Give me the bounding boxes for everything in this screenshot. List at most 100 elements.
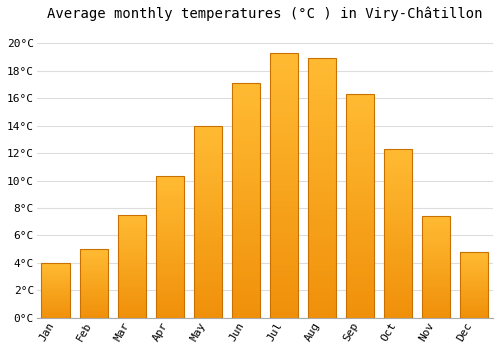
Bar	[308, 173, 336, 178]
Bar	[346, 117, 374, 121]
Bar	[118, 293, 146, 295]
Bar	[460, 282, 488, 284]
Bar	[460, 262, 488, 264]
Bar	[80, 311, 108, 312]
Bar	[232, 116, 260, 121]
Bar	[270, 106, 298, 111]
Bar	[156, 208, 184, 210]
Bar	[270, 175, 298, 180]
Bar	[42, 316, 70, 317]
Bar	[270, 281, 298, 286]
Bar	[384, 254, 412, 257]
Bar	[194, 210, 222, 214]
Bar	[384, 240, 412, 244]
Bar	[270, 270, 298, 275]
Bar	[346, 206, 374, 210]
Bar	[422, 291, 450, 293]
Bar	[42, 304, 70, 306]
Bar	[460, 284, 488, 285]
Bar	[308, 167, 336, 173]
Bar	[422, 234, 450, 237]
Bar	[460, 253, 488, 254]
Bar	[80, 259, 108, 260]
Bar	[384, 257, 412, 260]
Bar	[460, 287, 488, 289]
Bar	[232, 266, 260, 271]
Bar	[156, 275, 184, 278]
Bar	[42, 309, 70, 310]
Bar	[422, 239, 450, 240]
Bar	[270, 286, 298, 291]
Bar	[460, 272, 488, 273]
Bar	[80, 270, 108, 271]
Bar	[156, 210, 184, 213]
Bar	[42, 268, 70, 270]
Bar	[422, 224, 450, 226]
Bar	[42, 303, 70, 304]
Bar	[232, 125, 260, 130]
Bar	[232, 233, 260, 238]
Bar	[460, 281, 488, 282]
Bar	[232, 238, 260, 243]
Bar	[118, 236, 146, 237]
Bar	[384, 284, 412, 287]
Bar	[308, 230, 336, 235]
Bar	[194, 218, 222, 222]
Bar	[156, 256, 184, 258]
Bar	[270, 206, 298, 212]
Bar	[422, 265, 450, 267]
Bar	[308, 297, 336, 302]
Bar	[42, 277, 70, 278]
Bar	[346, 246, 374, 251]
Bar	[156, 224, 184, 227]
Bar	[42, 275, 70, 276]
Bar	[270, 164, 298, 169]
Bar	[384, 159, 412, 162]
Bar	[346, 210, 374, 215]
Bar	[42, 314, 70, 316]
Bar	[80, 284, 108, 285]
Bar	[308, 266, 336, 271]
Bar	[80, 253, 108, 254]
Bar	[270, 233, 298, 238]
Bar	[422, 275, 450, 277]
Bar	[460, 304, 488, 306]
Bar	[460, 252, 488, 253]
Bar	[308, 136, 336, 141]
Bar	[194, 133, 222, 137]
Bar	[194, 248, 222, 252]
Bar	[460, 299, 488, 301]
Bar	[346, 242, 374, 246]
Bar	[460, 280, 488, 281]
Bar	[270, 69, 298, 74]
Bar	[460, 308, 488, 310]
Bar	[422, 226, 450, 229]
Bar	[232, 121, 260, 125]
Bar	[422, 216, 450, 318]
Bar	[118, 221, 146, 223]
Bar	[118, 225, 146, 227]
Bar	[80, 249, 108, 251]
Bar	[460, 269, 488, 270]
Bar	[80, 307, 108, 308]
Bar	[384, 196, 412, 200]
Bar	[460, 256, 488, 257]
Bar	[346, 286, 374, 291]
Bar	[232, 191, 260, 196]
Bar	[346, 201, 374, 206]
Bar	[118, 289, 146, 291]
Bar	[118, 299, 146, 301]
Bar	[270, 291, 298, 296]
Bar	[232, 243, 260, 247]
Bar	[346, 152, 374, 157]
Bar	[346, 224, 374, 228]
Bar	[308, 84, 336, 90]
Bar	[346, 143, 374, 148]
Bar	[270, 307, 298, 313]
Bar	[42, 280, 70, 281]
Bar	[346, 170, 374, 175]
Bar	[270, 79, 298, 85]
Bar	[384, 314, 412, 318]
Bar	[460, 286, 488, 287]
Bar	[460, 292, 488, 293]
